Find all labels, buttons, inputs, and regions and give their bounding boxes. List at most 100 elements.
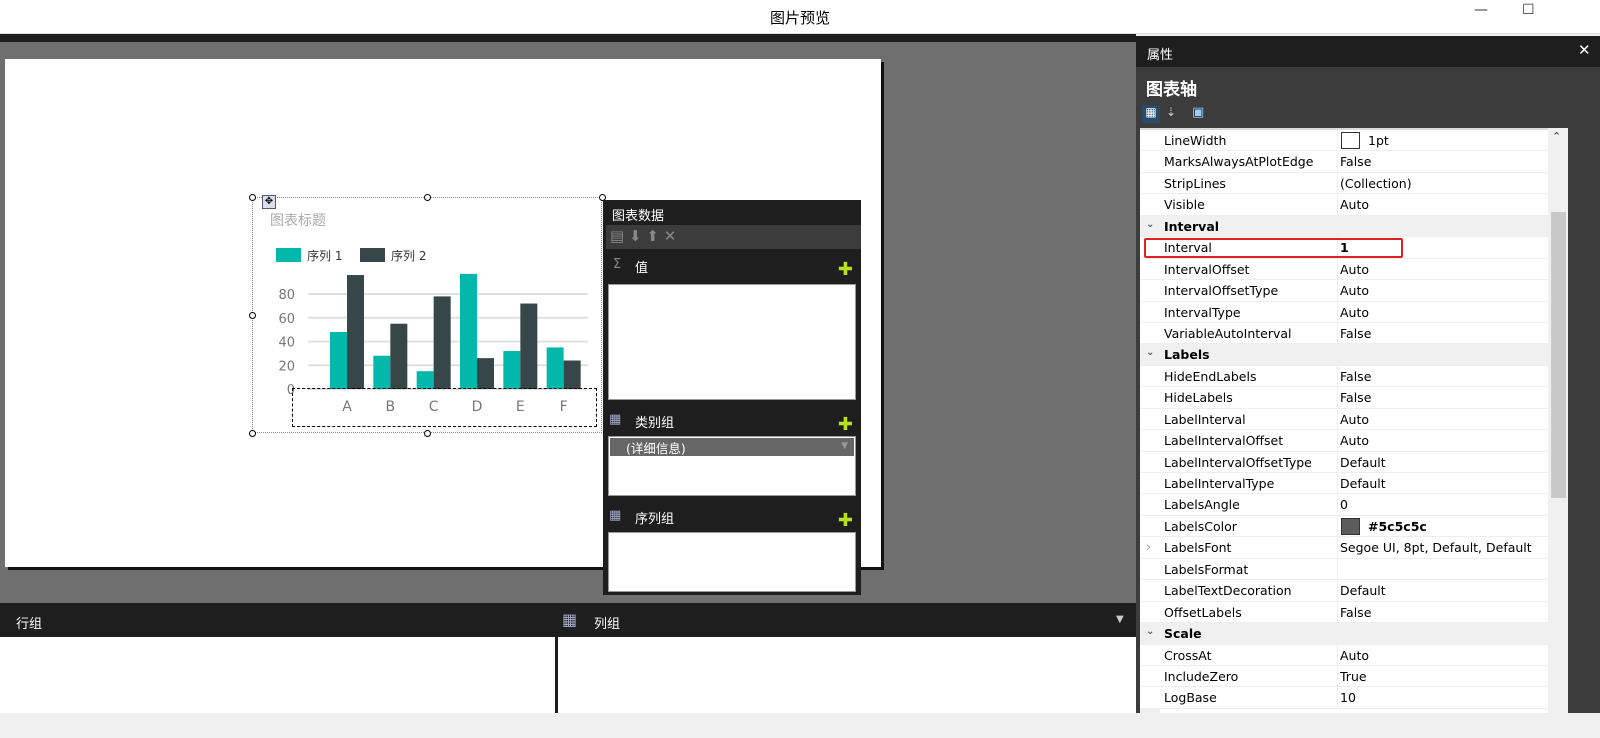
series-groups-label: 序列组: [635, 512, 675, 527]
property-name: LabelIntervalOffsetType: [1164, 454, 1312, 470]
property-value[interactable]: 0: [1340, 497, 1348, 513]
property-row[interactable]: HideEndLabels False: [1140, 365, 1552, 388]
add-value-button[interactable]: ✚: [837, 259, 853, 280]
legend-label: 序列 1: [307, 248, 342, 263]
property-row[interactable]: HideLabels False: [1140, 387, 1552, 409]
y-tick-label: 40: [278, 336, 295, 351]
property-value[interactable]: False: [1340, 154, 1372, 170]
bar-E-series-1: [503, 351, 521, 389]
property-value[interactable]: False: [1340, 390, 1372, 406]
property-value[interactable]: False: [1340, 368, 1372, 384]
bar-F-series-2: [563, 360, 581, 389]
property-row[interactable]: CrossAt Auto: [1140, 644, 1552, 666]
move-up-icon[interactable]: ⬆: [646, 227, 659, 245]
expand-icon[interactable]: ›: [1146, 539, 1151, 555]
property-row[interactable]: IncludeZero True: [1140, 665, 1552, 688]
property-value[interactable]: 1pt: [1368, 133, 1389, 148]
add-series-button[interactable]: ✚: [837, 510, 853, 531]
move-handle-icon[interactable]: ✥: [262, 195, 276, 209]
scrollbar[interactable]: ⌃: [1548, 128, 1568, 713]
property-value[interactable]: Default: [1340, 476, 1386, 491]
property-row[interactable]: LabelsColor #5c5c5c: [1140, 515, 1552, 538]
property-category[interactable]: ⌄ Interval: [1140, 215, 1552, 238]
property-value[interactable]: Segoe UI, 8pt, Default, Default: [1340, 540, 1532, 556]
resize-handle[interactable]: [249, 194, 256, 201]
category-axis-selection[interactable]: [292, 388, 597, 427]
category-group-item[interactable]: (详细信息) ▼: [610, 438, 854, 456]
series-groups-list[interactable]: [608, 532, 856, 592]
category-groups-list[interactable]: (详细信息) ▼: [608, 436, 856, 496]
property-row[interactable]: LineWidth 1pt: [1140, 130, 1552, 152]
property-value[interactable]: (Collection): [1340, 175, 1412, 191]
property-value[interactable]: True: [1340, 668, 1367, 684]
maximize-button[interactable]: ☐: [1522, 2, 1535, 18]
property-category[interactable]: ⌄ Scale: [1140, 623, 1552, 645]
property-name: LabelTextDecoration: [1164, 583, 1292, 599]
property-pages-icon[interactable]: ▣: [1192, 105, 1205, 120]
property-row[interactable]: Interval 1: [1140, 237, 1552, 259]
property-row[interactable]: LabelIntervalOffsetType Default: [1140, 451, 1552, 473]
chart-title[interactable]: 图表标题: [270, 213, 326, 229]
properties-icon[interactable]: ▤: [610, 227, 625, 245]
values-list[interactable]: [608, 284, 856, 400]
property-row[interactable]: MarksAlwaysAtPlotEdge False: [1140, 151, 1552, 173]
category-groups-label: 类别组: [635, 416, 675, 431]
property-row[interactable]: LabelIntervalType Default: [1140, 473, 1552, 495]
resize-handle[interactable]: [424, 430, 431, 437]
property-value[interactable]: Auto: [1340, 283, 1370, 299]
move-down-icon[interactable]: ⬇: [628, 227, 642, 245]
collapse-icon[interactable]: ⌄: [1146, 218, 1155, 230]
property-value[interactable]: Auto: [1340, 411, 1370, 427]
property-value[interactable]: Default: [1340, 583, 1386, 599]
collapse-icon[interactable]: ⌄: [1146, 626, 1155, 638]
x-tick-label: B: [386, 399, 396, 415]
property-value[interactable]: 1: [1340, 240, 1349, 256]
collapse-icon[interactable]: ⌄: [1146, 347, 1155, 359]
property-row[interactable]: LabelsFormat: [1140, 558, 1552, 581]
dropdown-arrow-icon[interactable]: ▼: [841, 441, 848, 451]
property-value[interactable]: Auto: [1340, 433, 1370, 449]
resize-handle[interactable]: [249, 312, 256, 319]
property-row[interactable]: IntervalOffsetType Auto: [1140, 280, 1552, 302]
property-row[interactable]: VariableAutoInterval False: [1140, 322, 1552, 345]
property-row[interactable]: LabelInterval Auto: [1140, 408, 1552, 431]
chart-plot: 0 20 40 60 80 A B C D E F 序列 1 序列 2: [276, 248, 588, 415]
scrollbar-thumb[interactable]: [1551, 212, 1566, 498]
property-name: StripLines: [1164, 175, 1226, 191]
property-row[interactable]: IntervalOffset Auto: [1140, 258, 1552, 281]
resize-handle[interactable]: [424, 194, 431, 201]
property-value[interactable]: False: [1340, 604, 1372, 620]
property-value[interactable]: Auto: [1340, 304, 1370, 320]
chart[interactable]: ✥ 图表标题 0 20 40 60 80 A B C D E F 序列 1 序列 2: [249, 194, 606, 437]
close-icon[interactable]: ✕: [1578, 41, 1591, 59]
property-row[interactable]: LabelIntervalOffset Auto: [1140, 430, 1552, 452]
categorized-icon[interactable]: ▦: [1142, 105, 1160, 123]
add-category-button[interactable]: ✚: [837, 414, 853, 435]
property-row[interactable]: LabelTextDecoration Default: [1140, 580, 1552, 602]
property-value[interactable]: #5c5c5c: [1368, 518, 1427, 534]
property-row[interactable]: OffsetLabels False: [1140, 601, 1552, 624]
property-value[interactable]: Default: [1340, 454, 1386, 470]
property-value[interactable]: Auto: [1340, 197, 1370, 213]
property-category[interactable]: ⌄ Labels: [1140, 344, 1552, 366]
property-row[interactable]: IntervalType Auto: [1140, 301, 1552, 323]
property-name: LabelsColor: [1164, 518, 1237, 534]
property-row[interactable]: › LabelsFont Segoe UI, 8pt, Default, Defau…: [1140, 537, 1552, 559]
property-value[interactable]: Auto: [1340, 261, 1370, 277]
property-row[interactable]: Visible Auto: [1140, 194, 1552, 216]
color-swatch: [1341, 517, 1360, 535]
property-value[interactable]: 10: [1340, 690, 1356, 706]
resize-handle[interactable]: [249, 430, 256, 437]
delete-icon[interactable]: ✕: [663, 227, 677, 245]
resize-handle[interactable]: [599, 194, 606, 201]
property-row[interactable]: LogBase 10: [1140, 687, 1552, 709]
minimize-button[interactable]: —: [1474, 2, 1488, 18]
property-row[interactable]: StripLines (Collection): [1140, 172, 1552, 195]
property-name: LabelsFont: [1164, 540, 1232, 556]
sort-alphabetical-icon[interactable]: ⇣: [1166, 105, 1177, 119]
property-row[interactable]: LabelsAngle 0: [1140, 494, 1552, 516]
scroll-up-icon[interactable]: ⌃: [1552, 130, 1562, 143]
property-value[interactable]: False: [1340, 325, 1372, 341]
property-value[interactable]: Auto: [1340, 647, 1370, 663]
dropdown-arrow-icon[interactable]: ▼: [1116, 614, 1124, 625]
